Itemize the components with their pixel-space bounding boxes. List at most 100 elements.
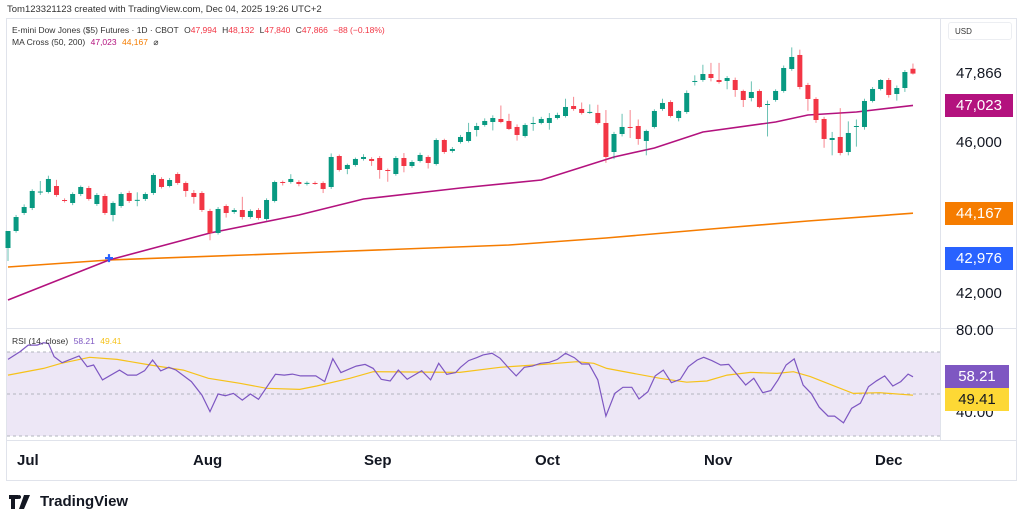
- candle: [70, 192, 76, 206]
- candle: [393, 156, 399, 176]
- candle: [239, 196, 245, 220]
- candle-body: [86, 188, 92, 199]
- candle: [62, 198, 68, 203]
- candle: [853, 119, 859, 147]
- candle: [886, 77, 892, 98]
- candle: [716, 62, 722, 84]
- candle-body: [45, 178, 51, 192]
- currency-selector[interactable]: USD: [948, 22, 1012, 40]
- rsi-tick: 80.00: [956, 322, 994, 339]
- candle: [870, 87, 876, 103]
- time-axis-divider: [6, 440, 1017, 441]
- candle-body: [401, 158, 407, 166]
- candle: [255, 208, 261, 220]
- ma200-value: 44,167: [121, 37, 148, 47]
- chart-canvas[interactable]: [0, 0, 940, 440]
- candle-body: [207, 210, 213, 233]
- time-label-aug: Aug: [193, 452, 223, 469]
- candle: [37, 180, 43, 195]
- pane-separator[interactable]: [6, 328, 1017, 329]
- candle: [684, 90, 690, 114]
- candle-body: [732, 80, 738, 90]
- candle: [587, 104, 593, 114]
- candle: [708, 62, 714, 82]
- rsi-legend[interactable]: RSI (14, close) 58.21 49.41: [12, 336, 125, 346]
- candle: [191, 190, 197, 204]
- candle: [651, 109, 657, 129]
- candle-body: [425, 156, 431, 163]
- candle-body: [62, 200, 68, 201]
- candle-body: [886, 80, 892, 95]
- symbol-legend[interactable]: E-mini Dow Jones ($5) Futures · 1D · CBO…: [12, 25, 385, 35]
- candle-body: [142, 194, 148, 199]
- candle: [506, 113, 512, 131]
- candle: [223, 204, 229, 218]
- candle: [215, 207, 221, 235]
- candle: [441, 138, 447, 154]
- candle: [29, 189, 35, 211]
- candle: [377, 156, 383, 179]
- candle-body: [409, 162, 415, 166]
- time-label-jul: Jul: [17, 452, 39, 469]
- candle: [724, 76, 730, 90]
- candle-body: [611, 134, 617, 152]
- candle-body: [312, 182, 318, 184]
- candle: [603, 110, 609, 163]
- candle: [894, 85, 900, 101]
- candle-body: [627, 126, 633, 128]
- change-value: −88 (−0.18%): [333, 25, 385, 35]
- candle: [845, 121, 851, 156]
- rsi-ma-line: [7, 356, 914, 396]
- candle: [385, 168, 391, 182]
- candle: [409, 160, 415, 168]
- candle: [902, 70, 908, 92]
- candle-body: [288, 178, 294, 182]
- candle: [829, 131, 835, 156]
- candle: [175, 172, 181, 185]
- candle: [813, 97, 819, 123]
- candle-body: [361, 156, 367, 159]
- close-value: 47,866: [301, 25, 328, 35]
- candle: [264, 198, 270, 221]
- candle-body: [191, 192, 197, 197]
- candle-body: [902, 72, 908, 88]
- candle-body: [466, 132, 472, 141]
- candle-body: [546, 118, 552, 123]
- candle: [797, 49, 803, 90]
- candle-body: [878, 80, 884, 89]
- candle-body: [118, 194, 124, 206]
- candle: [336, 154, 342, 172]
- candle-body: [571, 106, 577, 109]
- candle-body: [765, 104, 771, 105]
- candle-body: [716, 80, 722, 82]
- ma200-price-label: 44,167: [945, 202, 1013, 225]
- candle-body: [441, 140, 447, 152]
- candle: [571, 96, 577, 111]
- tradingview-logo[interactable]: TradingView: [9, 493, 128, 510]
- candle-body: [861, 100, 867, 127]
- candle-body: [587, 111, 593, 113]
- candle: [417, 152, 423, 163]
- candle-body: [474, 126, 480, 130]
- ma-cross-legend[interactable]: MA Cross (50, 200) 47,023 44,167 ⌀: [12, 37, 161, 48]
- candle-body: [183, 182, 189, 191]
- high-value: 48,132: [228, 25, 255, 35]
- price-tick: 46,000: [956, 134, 1002, 151]
- candle: [401, 153, 407, 173]
- candle-body: [247, 210, 253, 217]
- candle-body: [231, 210, 237, 212]
- candle: [627, 110, 633, 138]
- candle: [611, 131, 617, 160]
- time-label-sep: Sep: [364, 452, 392, 469]
- candle: [668, 100, 674, 118]
- candle-body: [554, 114, 560, 118]
- candle-body: [668, 102, 674, 116]
- ma50-price-label: 47,023: [945, 94, 1013, 117]
- candle: [861, 98, 867, 130]
- tradingview-logo-icon: [9, 494, 30, 509]
- visibility-off-icon[interactable]: ⌀: [153, 37, 159, 47]
- rsi-ma-axis-label: 49.41: [945, 388, 1009, 411]
- rsi-line: [7, 342, 914, 424]
- candle: [126, 190, 132, 203]
- candle-body: [740, 90, 746, 100]
